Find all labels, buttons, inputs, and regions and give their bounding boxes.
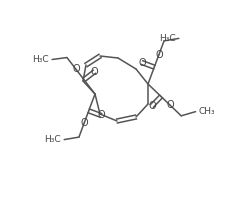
Text: O: O (155, 50, 163, 60)
Text: O: O (97, 110, 105, 120)
Text: O: O (138, 58, 146, 68)
Text: H₃C: H₃C (159, 34, 176, 43)
Text: H₃C: H₃C (33, 55, 49, 64)
Text: O: O (167, 100, 174, 111)
Text: O: O (80, 118, 88, 128)
Text: O: O (91, 67, 98, 77)
Text: H₃C: H₃C (44, 135, 61, 144)
Text: O: O (72, 64, 80, 74)
Text: CH₃: CH₃ (199, 107, 215, 116)
Text: O: O (148, 101, 156, 111)
